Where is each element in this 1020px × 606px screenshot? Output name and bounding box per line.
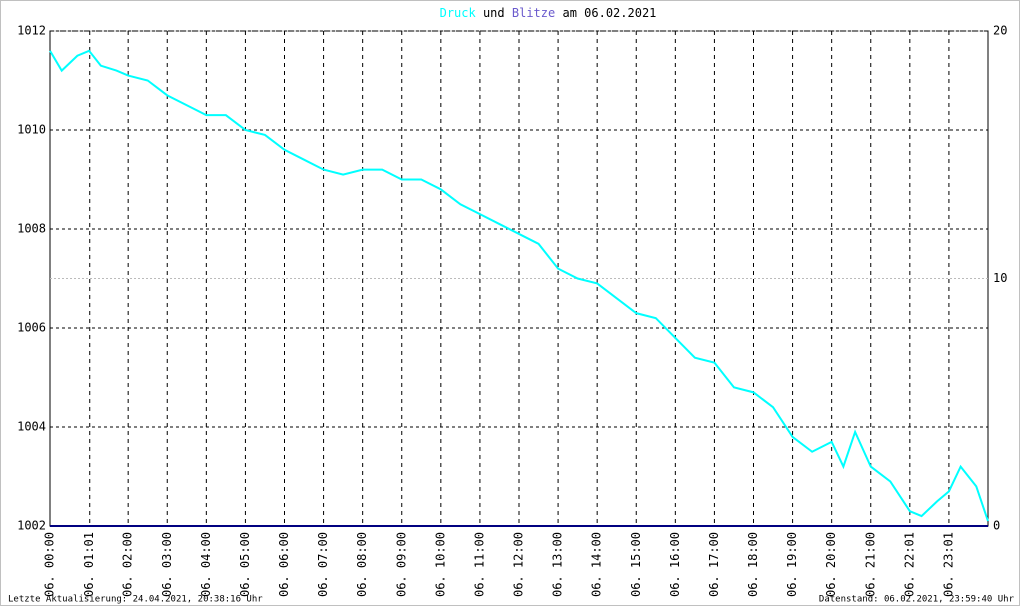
x-tick-label: 06. 07:00: [316, 532, 330, 597]
x-tick-label: 06. 01:01: [82, 532, 96, 597]
x-tick-label: 06. 03:00: [160, 532, 174, 597]
x-tick-label: 06. 18:00: [746, 532, 760, 597]
x-tick-label: 06. 17:00: [707, 532, 721, 597]
x-tick-label: 06. 11:00: [472, 532, 486, 597]
y-tick-label: 1002: [17, 519, 46, 533]
x-tick-label: 06. 04:00: [199, 532, 213, 597]
footer-left: Letzte Aktualisierung: 24.04.2021, 20:38…: [8, 595, 263, 605]
x-tick-label: 06. 14:00: [590, 532, 604, 597]
footer-right: Datenstand: 06.02.2021, 23:59:40 Uhr: [819, 595, 1015, 605]
x-tick-label: 06. 16:00: [668, 532, 682, 597]
x-tick-label: 06. 02:00: [121, 532, 135, 597]
y2-tick-label: 0: [993, 519, 1000, 533]
x-tick-label: 06. 15:00: [629, 532, 643, 597]
x-tick-label: 06. 05:00: [238, 532, 252, 597]
y-tick-label: 1004: [17, 420, 46, 434]
title-series-2: Blitze: [512, 6, 555, 20]
chart-title: Druck und Blitze am 06.02.2021: [440, 6, 657, 20]
title-part: und: [483, 6, 505, 20]
title-series-1: Druck: [440, 6, 477, 20]
x-tick-label: 06. 13:00: [551, 532, 565, 597]
series-line: [49, 49, 989, 522]
x-tick-label: 06. 12:00: [512, 532, 526, 597]
y2-tick-label: 20: [993, 24, 1007, 38]
x-tick-label: 06. 23:01: [941, 532, 955, 597]
x-tick-label: 06. 20:00: [824, 532, 838, 597]
y-tick-label: 1010: [17, 123, 46, 137]
x-tick-label: 06. 19:00: [785, 532, 799, 597]
x-tick-label: 06. 00:00: [43, 532, 57, 597]
y-tick-label: 1012: [17, 24, 46, 38]
x-tick-label: 06. 22:01: [902, 532, 916, 597]
x-tick-label: 06. 21:00: [863, 532, 877, 597]
y2-tick-label: 10: [993, 271, 1007, 285]
x-tick-label: 06. 08:00: [355, 532, 369, 597]
x-tick-label: 06. 10:00: [433, 532, 447, 597]
title-part: am 06.02.2021: [562, 6, 656, 20]
x-tick-label: 06. 09:00: [394, 532, 408, 597]
y-tick-label: 1006: [17, 321, 46, 335]
y-tick-label: 1008: [17, 222, 46, 236]
x-tick-label: 06. 06:00: [277, 532, 291, 597]
